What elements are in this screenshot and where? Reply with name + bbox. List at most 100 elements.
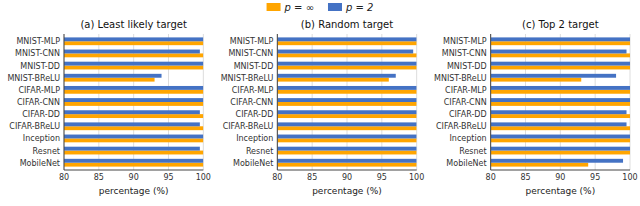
bar xyxy=(64,163,203,167)
panel-title: (a) Least likely target xyxy=(80,19,187,30)
y-tick-label: Resnet xyxy=(246,147,273,156)
bar xyxy=(491,159,623,163)
bar xyxy=(277,163,416,167)
x-tick-label: 85 xyxy=(307,173,317,182)
y-tick-label: MNIST-MLP xyxy=(16,37,60,46)
grid-line xyxy=(490,34,491,170)
bars xyxy=(491,37,630,166)
bar xyxy=(491,90,630,94)
legend-swatch xyxy=(267,3,281,11)
x-axis-line xyxy=(277,170,416,171)
bar xyxy=(277,159,416,163)
y-tick-label: CIFAR-BReLU xyxy=(223,122,274,131)
y-tick-label: MNIST-BReLU xyxy=(434,74,487,83)
bar xyxy=(491,74,616,78)
x-tick-label: 95 xyxy=(377,173,387,182)
bar xyxy=(64,53,203,57)
x-tick-label: 90 xyxy=(129,173,139,182)
bars xyxy=(277,37,416,166)
y-tick-label: MNIST-CNN xyxy=(15,49,60,58)
y-tick-label: MNIST-MLP xyxy=(443,37,487,46)
bar xyxy=(64,151,203,155)
bar xyxy=(277,135,416,139)
y-tick-label: MobileNet xyxy=(20,159,60,168)
y-tick-label: Inception xyxy=(450,134,487,143)
bar xyxy=(277,122,416,126)
panel: 80859095100MNIST-MLPMNIST-CNNMNIST-DDMNI… xyxy=(221,19,425,196)
bar xyxy=(277,41,416,45)
y-tick-label: MobileNet xyxy=(233,159,273,168)
x-tick-label: 95 xyxy=(590,173,600,182)
y-tick-label: CIFAR-BReLU xyxy=(9,122,60,131)
bar xyxy=(277,62,416,66)
legend: p = ∞p = 2 xyxy=(267,2,374,13)
panel-title: (b) Random target xyxy=(301,19,393,30)
x-tick-label: 80 xyxy=(272,173,282,182)
bar xyxy=(491,41,630,45)
x-tick-label: 100 xyxy=(196,173,211,182)
y-tick-label: CIFAR-DD xyxy=(22,110,60,119)
y-tick-label: CIFAR-DD xyxy=(236,110,274,119)
x-axis-label: percentage (%) xyxy=(99,186,169,196)
bar xyxy=(277,110,416,114)
bar xyxy=(64,74,162,78)
y-tick-label: CIFAR-BReLU xyxy=(436,122,487,131)
bar xyxy=(491,135,630,139)
bar xyxy=(64,66,203,70)
y-tick-label: CIFAR-MLP xyxy=(232,86,274,95)
bar xyxy=(491,62,630,66)
x-tick-label: 95 xyxy=(163,173,173,182)
x-axis-label: percentage (%) xyxy=(312,186,382,196)
y-tick-label: CIFAR-MLP xyxy=(18,86,60,95)
bar xyxy=(491,122,627,126)
bar xyxy=(64,114,203,118)
y-axis-line xyxy=(490,34,491,170)
bar xyxy=(277,98,416,102)
bar xyxy=(64,110,200,114)
bar xyxy=(277,50,413,54)
bar xyxy=(277,66,416,70)
bar xyxy=(64,37,203,41)
bar xyxy=(491,147,630,151)
chart-root: 80859095100MNIST-MLPMNIST-CNNMNIST-DDMNI… xyxy=(0,0,640,206)
panel: 80859095100MNIST-MLPMNIST-CNNMNIST-DDMNI… xyxy=(7,19,211,196)
bars xyxy=(64,37,203,166)
bar xyxy=(491,138,630,142)
x-tick-label: 100 xyxy=(409,173,424,182)
bar xyxy=(491,126,630,130)
bar xyxy=(491,50,627,54)
bar xyxy=(64,122,200,126)
bar xyxy=(277,90,416,94)
bar xyxy=(277,151,416,155)
bar xyxy=(491,163,589,167)
bar xyxy=(64,147,200,151)
bar xyxy=(491,78,582,82)
y-axis-line xyxy=(277,34,278,170)
bar xyxy=(277,147,416,151)
y-tick-label: CIFAR-CNN xyxy=(444,98,487,107)
y-tick-label: CIFAR-DD xyxy=(449,110,487,119)
bar xyxy=(64,86,203,90)
x-tick-label: 90 xyxy=(342,173,352,182)
bar xyxy=(491,66,630,70)
bar xyxy=(64,41,203,45)
bar xyxy=(491,98,630,102)
panel: 80859095100MNIST-MLPMNIST-CNNMNIST-DDMNI… xyxy=(434,19,638,196)
y-tick-label: MNIST-CNN xyxy=(228,49,273,58)
bar xyxy=(277,74,395,78)
y-tick-label: Inception xyxy=(236,134,273,143)
bar xyxy=(64,126,203,130)
bar xyxy=(491,86,630,90)
y-tick-label: Inception xyxy=(23,134,60,143)
y-tick-label: MNIST-BReLU xyxy=(7,74,60,83)
bar xyxy=(64,78,155,82)
y-axis-line xyxy=(64,34,65,170)
y-tick-label: MNIST-MLP xyxy=(230,37,274,46)
x-axis-label: percentage (%) xyxy=(525,186,595,196)
x-axis-line xyxy=(64,170,203,171)
bar xyxy=(491,102,630,106)
bar xyxy=(277,37,416,41)
y-tick-label: MobileNet xyxy=(446,159,486,168)
y-tick-label: CIFAR-CNN xyxy=(230,98,273,107)
bar xyxy=(64,62,203,66)
